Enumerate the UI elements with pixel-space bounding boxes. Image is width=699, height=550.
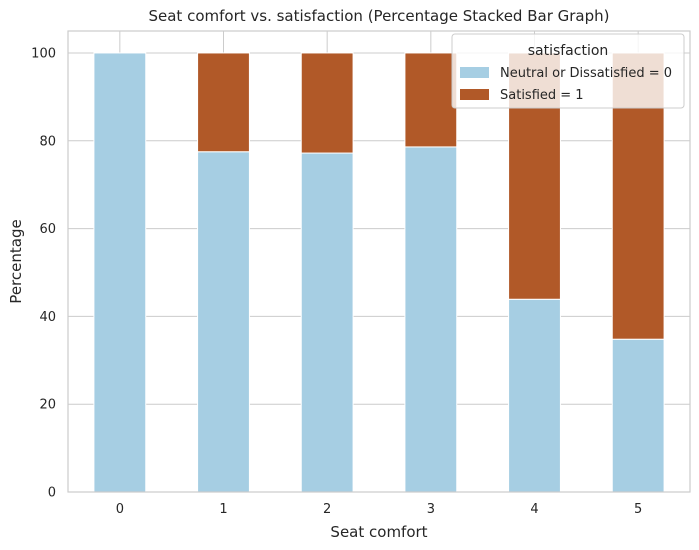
bar-segment-satisfied-1 <box>197 52 250 153</box>
x-tick-label: 2 <box>323 502 331 517</box>
legend-box <box>451 33 685 109</box>
bar-segment-neutral-1 <box>197 151 250 493</box>
y-tick-label: 0 <box>48 486 56 501</box>
y-tick-label: 20 <box>39 398 56 413</box>
bar-segment-neutral-3 <box>404 146 458 493</box>
y-tick-label: 80 <box>39 134 56 149</box>
legend-label: Neutral or Dissatisfied = 0 <box>500 66 672 81</box>
legend-swatch <box>460 89 489 100</box>
legend-label: Satisfied = 1 <box>500 88 584 103</box>
bar-segment-neutral-2 <box>300 152 354 493</box>
bar-segment-neutral-4 <box>508 298 561 493</box>
bar-segment-neutral-5 <box>611 338 665 493</box>
x-tick-label: 3 <box>427 502 435 517</box>
bar-segment-satisfied-2 <box>300 52 354 154</box>
bars <box>93 52 665 493</box>
y-tick-label: 100 <box>31 46 56 61</box>
legend-title: satisfaction <box>528 43 609 59</box>
bar-segment-neutral-0 <box>93 52 147 493</box>
x-axis-ticks: 0 1 2 3 4 5 <box>116 502 643 517</box>
x-axis-label: Seat comfort <box>330 523 427 541</box>
legend: satisfaction Neutral or Dissatisfied = 0… <box>451 33 685 109</box>
x-tick-label: 4 <box>530 502 538 517</box>
legend-swatch <box>460 67 489 78</box>
plot-frame <box>67 30 691 493</box>
x-tick-label: 5 <box>634 502 642 517</box>
x-tick-label: 0 <box>116 502 124 517</box>
y-axis-label: Percentage <box>7 219 25 303</box>
y-axis-ticks: 0 20 40 60 80 100 <box>31 46 56 500</box>
bar-segment-satisfied-3 <box>404 52 458 148</box>
x-tick-label: 1 <box>219 502 227 517</box>
y-tick-label: 60 <box>39 222 56 237</box>
chart-title: Seat comfort vs. satisfaction (Percentag… <box>148 7 609 25</box>
y-tick-label: 40 <box>39 310 56 325</box>
